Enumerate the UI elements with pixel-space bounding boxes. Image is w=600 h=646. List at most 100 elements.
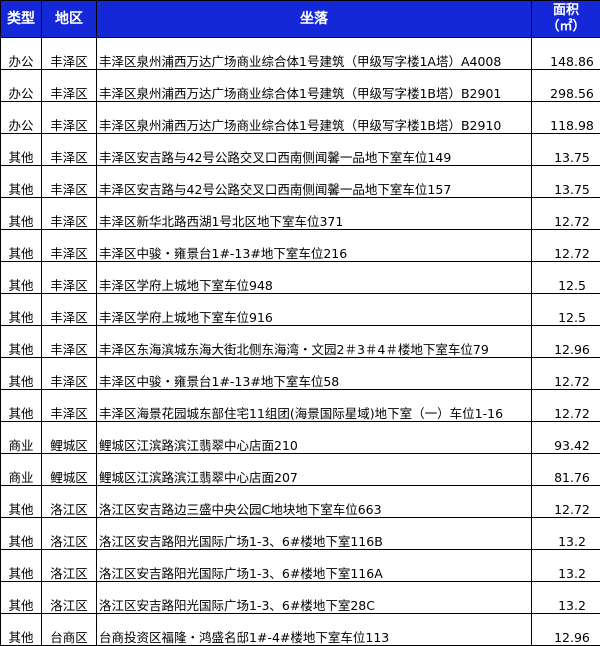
cell-area: 13.75 (532, 134, 600, 166)
header-type: 类型 (1, 1, 42, 38)
cell-area: 12.96 (532, 614, 600, 646)
cell-type: 其他 (1, 294, 42, 326)
cell-area: 12.5 (532, 262, 600, 294)
cell-district: 丰泽区 (42, 262, 97, 294)
cell-district: 丰泽区 (42, 294, 97, 326)
cell-location: 丰泽区东海滨城东海大街北侧东海湾・文园2＃3＃4＃楼地下室车位79 (97, 326, 532, 358)
cell-district: 丰泽区 (42, 134, 97, 166)
cell-district: 台商区 (42, 614, 97, 646)
cell-type: 其他 (1, 486, 42, 518)
cell-type: 办公 (1, 70, 42, 102)
cell-location: 丰泽区中骏・雍景台1#-13#地下室车位58 (97, 358, 532, 390)
cell-type: 其他 (1, 518, 42, 550)
cell-district: 丰泽区 (42, 390, 97, 422)
cell-type: 其他 (1, 390, 42, 422)
cell-location: 台商投资区福隆・鸿盛名邸1#-4#楼地下室车位113 (97, 614, 532, 646)
cell-location: 丰泽区安吉路与42号公路交叉口西南侧闻馨一品地下室车位157 (97, 166, 532, 198)
header-area: 面积 （㎡） (532, 1, 600, 38)
cell-type: 其他 (1, 198, 42, 230)
cell-area: 12.72 (532, 198, 600, 230)
cell-district: 洛江区 (42, 550, 97, 582)
cell-area: 12.72 (532, 486, 600, 518)
cell-area: 148.86 (532, 38, 600, 70)
cell-type: 商业 (1, 422, 42, 454)
cell-area: 298.56 (532, 70, 600, 102)
cell-area: 12.72 (532, 358, 600, 390)
cell-district: 丰泽区 (42, 358, 97, 390)
cell-type: 其他 (1, 230, 42, 262)
cell-location: 丰泽区泉州浦西万达广场商业综合体1号建筑（甲级写字楼1B塔）B2901 (97, 70, 532, 102)
cell-type: 其他 (1, 326, 42, 358)
cell-location: 丰泽区泉州浦西万达广场商业综合体1号建筑（甲级写字楼1A塔）A4008 (97, 38, 532, 70)
cell-district: 丰泽区 (42, 198, 97, 230)
cell-location: 鲤城区江滨路滨江翡翠中心店面207 (97, 454, 532, 486)
header-area-unit: （㎡） (534, 19, 598, 35)
cell-area: 12.96 (532, 326, 600, 358)
cell-location: 洛江区安吉路阳光国际广场1-3、6#楼地下室116B (97, 518, 532, 550)
cell-area: 81.76 (532, 454, 600, 486)
header-location: 坐落 (97, 1, 532, 38)
cell-area: 118.98 (532, 102, 600, 134)
cell-district: 鲤城区 (42, 422, 97, 454)
header-district: 地区 (42, 1, 97, 38)
cell-location: 丰泽区海景花园城东部住宅11组团(海景国际星域)地下室（一）车位1-16 (97, 390, 532, 422)
cell-type: 其他 (1, 134, 42, 166)
cell-area: 13.2 (532, 550, 600, 582)
cell-location: 洛江区安吉路阳光国际广场1-3、6#楼地下室28C (97, 582, 532, 614)
table-row: 办公丰泽区丰泽区泉州浦西万达广场商业综合体1号建筑（甲级写字楼1A塔）A4008… (1, 38, 600, 70)
header-area-label: 面积 (534, 3, 598, 19)
header-row: 类型 地区 坐落 面积 （㎡） (1, 1, 600, 38)
cell-area: 93.42 (532, 422, 600, 454)
cell-area: 12.72 (532, 390, 600, 422)
cell-type: 其他 (1, 166, 42, 198)
cell-district: 丰泽区 (42, 38, 97, 70)
cell-location: 丰泽区学府上城地下室车位916 (97, 294, 532, 326)
cell-district: 丰泽区 (42, 70, 97, 102)
cell-district: 丰泽区 (42, 326, 97, 358)
cell-district: 洛江区 (42, 518, 97, 550)
cell-area: 13.2 (532, 582, 600, 614)
cell-type: 办公 (1, 102, 42, 134)
cell-location: 洛江区安吉路阳光国际广场1-3、6#楼地下室116A (97, 550, 532, 582)
cell-district: 洛江区 (42, 486, 97, 518)
cell-type: 其他 (1, 262, 42, 294)
cell-district: 丰泽区 (42, 166, 97, 198)
cell-location: 丰泽区泉州浦西万达广场商业综合体1号建筑（甲级写字楼1B塔）B2910 (97, 102, 532, 134)
cell-location: 丰泽区安吉路与42号公路交叉口西南侧闻馨一品地下室车位149 (97, 134, 532, 166)
cell-area: 12.72 (532, 230, 600, 262)
table-row: 办公丰泽区丰泽区泉州浦西万达广场商业综合体1号建筑（甲级写字楼1B塔）B2910… (1, 102, 600, 134)
cell-area: 12.5 (532, 294, 600, 326)
cell-type: 商业 (1, 454, 42, 486)
cell-type: 其他 (1, 614, 42, 646)
cell-location: 鲤城区江滨路滨江翡翠中心店面210 (97, 422, 532, 454)
cell-district: 鲤城区 (42, 454, 97, 486)
cell-location: 洛江区安吉路边三盛中央公园C地块地下室车位663 (97, 486, 532, 518)
cell-type: 办公 (1, 38, 42, 70)
cell-location: 丰泽区中骏・雍景台1#-13#地下室车位216 (97, 230, 532, 262)
cell-area: 13.2 (532, 518, 600, 550)
cell-area: 13.75 (532, 166, 600, 198)
cell-type: 其他 (1, 358, 42, 390)
table-row: 办公丰泽区丰泽区泉州浦西万达广场商业综合体1号建筑（甲级写字楼1B塔）B2901… (1, 70, 600, 102)
cell-location: 丰泽区新华北路西湖1号北区地下室车位371 (97, 198, 532, 230)
cell-district: 丰泽区 (42, 102, 97, 134)
cell-type: 其他 (1, 550, 42, 582)
cell-location: 丰泽区学府上城地下室车位948 (97, 262, 532, 294)
cell-district: 丰泽区 (42, 230, 97, 262)
